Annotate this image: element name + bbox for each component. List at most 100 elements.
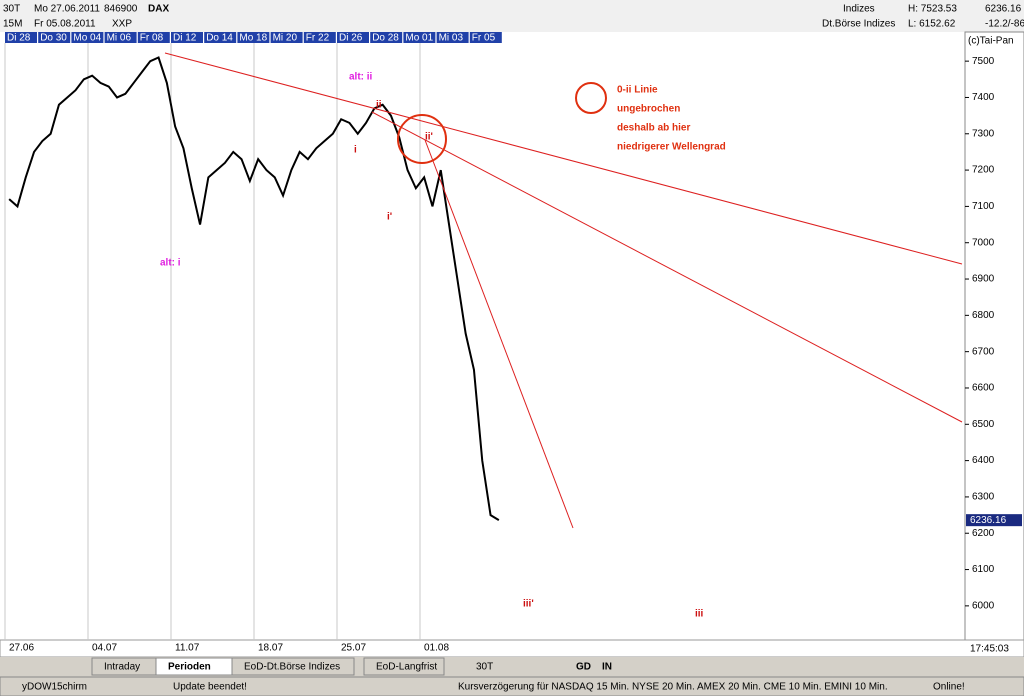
y-tick-label: 6800 xyxy=(972,310,995,321)
day-label: Mi 06 xyxy=(107,33,132,44)
trendline xyxy=(424,139,574,529)
day-label: Fr 22 xyxy=(306,33,330,44)
last-price-label: 6236.16 xyxy=(970,515,1007,526)
day-label-bg xyxy=(303,32,336,43)
x-tick-label: 27.06 xyxy=(9,643,34,654)
header-text: XXP xyxy=(112,19,132,30)
tab[interactable] xyxy=(363,657,445,676)
toolbar-button[interactable]: 30T xyxy=(476,662,493,673)
y-tick-label: 6200 xyxy=(972,528,995,539)
day-label-bg xyxy=(270,32,303,43)
annotation: alt: i xyxy=(160,258,181,269)
annotation: ungebrochen xyxy=(617,104,680,115)
x-tick-label: 25.07 xyxy=(341,643,366,654)
plot: 6000 6100 6200 6300 6400 6500 6600 6700 6800 6900… xyxy=(4,43,1022,654)
status-text: yDOW15chirm xyxy=(22,682,87,693)
day-label: Fr 08 xyxy=(140,33,164,44)
plot-area xyxy=(0,32,1024,640)
header-text: 15M xyxy=(3,19,22,30)
day-label: Di 12 xyxy=(173,33,197,44)
day-label: Do 30 xyxy=(40,33,67,44)
day-label-bg xyxy=(71,32,104,43)
y-tick-label: 7100 xyxy=(972,201,995,212)
day-label-bg xyxy=(204,32,237,43)
trendline xyxy=(371,111,963,423)
day-label: Mi 20 xyxy=(273,33,298,44)
tab-label[interactable]: Perioden xyxy=(168,662,211,673)
header-text: H: 7523.53 xyxy=(908,4,957,15)
header-text: -12.2/-864 xyxy=(985,19,1024,30)
circle-marker xyxy=(575,82,607,114)
header-text: Mo 27.06.2011 xyxy=(34,4,100,15)
day-label-bg xyxy=(403,32,436,43)
y-tick-label: 6400 xyxy=(972,455,995,466)
day-label: Mo 01 xyxy=(405,33,433,44)
y-tick-label: 6000 xyxy=(972,601,995,612)
annotation: 0-ii Linie xyxy=(617,85,658,96)
x-tick-label: 18.07 xyxy=(258,643,283,654)
header-text: Fr 05.08.2011 xyxy=(34,19,96,30)
annotation: ii xyxy=(376,100,382,111)
annotation: i xyxy=(354,145,357,156)
y-tick-label: 7500 xyxy=(972,56,995,67)
day-label: Di 28 xyxy=(7,33,31,44)
y-tick-label: 6900 xyxy=(972,274,995,285)
day-label: Mo 18 xyxy=(239,33,267,44)
day-label-bg xyxy=(370,32,403,43)
day-label-bg xyxy=(5,32,37,43)
annotation: ii' xyxy=(425,132,433,143)
status-text: Online! xyxy=(933,682,965,693)
day-label-bg xyxy=(171,32,203,43)
y-tick-label: 7400 xyxy=(972,92,995,103)
header-text: Indizes xyxy=(843,4,875,15)
day-label-bg xyxy=(436,32,469,43)
toolbar-button[interactable]: GD xyxy=(576,662,591,673)
header-bar xyxy=(0,0,1024,32)
price-line xyxy=(8,56,500,522)
drawings xyxy=(164,52,963,529)
header-text: Dt.Börse Indizes xyxy=(822,19,895,30)
day-label: Fr 05 xyxy=(472,33,496,44)
x-tick-label: 01.08 xyxy=(424,643,449,654)
x-tick-label: 04.07 xyxy=(92,643,117,654)
status-bar xyxy=(0,676,1024,696)
tab-label[interactable]: Intraday xyxy=(104,662,140,673)
header-text: 30T xyxy=(3,4,20,15)
y-tick-label: 6600 xyxy=(972,383,995,394)
last-price-bg xyxy=(966,514,1022,527)
header-text: 6236.16 xyxy=(985,4,1022,15)
annotation: iii xyxy=(695,609,704,620)
tab[interactable] xyxy=(231,657,355,676)
annotation: alt: ii xyxy=(349,72,373,83)
day-label-bg xyxy=(104,32,137,43)
y-axis-strip xyxy=(964,31,1024,641)
day-label: Di 26 xyxy=(339,33,363,44)
header-text: DAX xyxy=(148,4,169,15)
x-tick-label: 11.07 xyxy=(175,643,200,654)
status-text: Update beendet! xyxy=(173,682,247,693)
annotation: deshalb ab hier xyxy=(617,123,690,134)
tab-label[interactable]: EoD-Dt.Börse Indizes xyxy=(244,662,340,673)
annotation: iii' xyxy=(523,599,534,610)
clock: 17:45:03 xyxy=(970,644,1009,655)
y-tick-label: 6700 xyxy=(972,346,995,357)
y-tick-label: 7200 xyxy=(972,165,995,176)
day-label-bg xyxy=(137,32,170,43)
annotation: niedrigerer Wellengrad xyxy=(617,142,726,153)
header-text: L: 6152.62 xyxy=(908,19,956,30)
header-text: 846900 xyxy=(104,4,138,15)
day-label-bg xyxy=(337,32,369,43)
y-tick-label: 7000 xyxy=(972,237,995,248)
toolbar-button[interactable]: IN xyxy=(602,662,612,673)
day-label: Mo 04 xyxy=(73,33,101,44)
day-label-bg xyxy=(237,32,270,43)
y-tick-label: 6300 xyxy=(972,492,995,503)
day-label: Do 14 xyxy=(206,33,233,44)
day-label-bg xyxy=(38,32,71,43)
status-text: Kursverzögerung für NASDAQ 15 Min. NYSE … xyxy=(458,682,888,693)
y-tick-label: 6500 xyxy=(972,419,995,430)
tab-label[interactable]: EoD-Langfrist xyxy=(376,662,437,673)
day-label-bg xyxy=(469,32,502,43)
